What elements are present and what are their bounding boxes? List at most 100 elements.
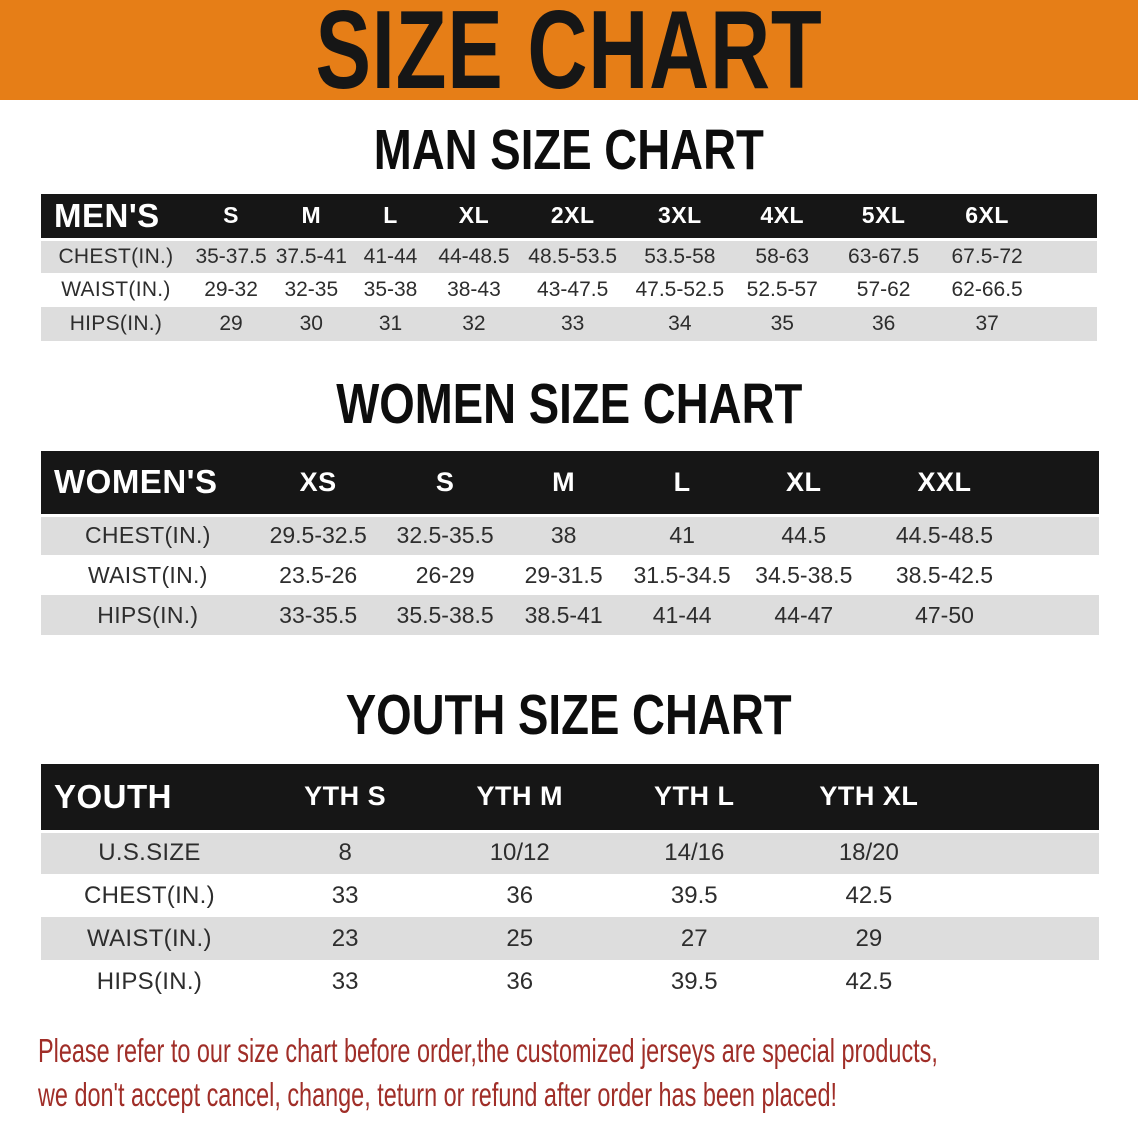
row-label-hips-in: HIPS(IN.) — [69, 312, 163, 335]
heading-women: WOMEN SIZE CHART — [0, 376, 1138, 433]
size-cell: 37 — [975, 312, 999, 335]
header-row-men: MEN'S S M L XL 2XL 3XL 4XL 5XL 6XL — [41, 194, 1097, 239]
column-header-l: L — [351, 194, 430, 239]
size-cell: 26-29 — [415, 561, 475, 588]
size-cell: 47.5-52.5 — [635, 278, 725, 301]
size-cell: 33 — [331, 881, 359, 909]
size-cell: 47-50 — [915, 601, 974, 628]
size-cell: 44-48.5 — [429, 237, 519, 273]
table-row-women-hips-in: HIPS(IN.) 33-35.5 35.5-38.5 38.5-41 41-44 44-… — [41, 595, 1099, 635]
filler-cell — [956, 917, 1099, 960]
size-chart-title: SIZE CHART — [315, 0, 823, 112]
youth-size-table: YOUTH YTH S YTH M YTH L YTH XL U.S.SIZE 8 10/12… — [41, 764, 1099, 1003]
size-cell: 62-66.5 — [951, 278, 1023, 301]
table-row-youth-u-s-size: U.S.SIZE 8 10/12 14/16 18/20 — [41, 829, 1099, 874]
column-header-2xl: 2XL — [518, 194, 628, 239]
table-row-women-waist-in: WAIST(IN.) 23.5-26 26-29 29-31.5 31.5-34.5 34… — [41, 555, 1099, 595]
size-cell: 14/16 — [607, 829, 782, 874]
size-cell: 33 — [560, 312, 585, 335]
table-row-women-chest-in: CHEST(IN.) 29.5-32.5 32.5-35.5 38 41 44.5 44.5… — [41, 513, 1099, 555]
women-table-header: WOMEN'S XS S M L XL XXL — [41, 451, 1099, 515]
heading-youth: YOUTH SIZE CHART — [0, 687, 1138, 744]
filler-cell — [956, 874, 1099, 917]
column-header-l: L — [618, 451, 746, 515]
header-row-women: WOMEN'S XS S M L XL XXL — [41, 451, 1099, 515]
column-header-xs: XS — [254, 451, 382, 515]
heading-text-men: MAN SIZE CHART — [373, 118, 765, 182]
size-cell: 32-35 — [284, 278, 339, 301]
women-size-table: WOMEN'S XS S M L XL XXL CHEST(IN.) 29.5-32.5 32.5… — [41, 451, 1099, 635]
column-header-m: M — [508, 451, 619, 515]
filler-cell — [956, 764, 1099, 831]
size-cell: 23 — [331, 924, 359, 952]
size-cell: 38-43 — [447, 278, 501, 301]
size-cell: 25 — [506, 924, 534, 952]
size-cell: 57-62 — [856, 278, 911, 301]
size-cell: 30 — [299, 312, 323, 335]
column-header-s: S — [190, 194, 272, 239]
order-notice: Please refer to our size chart before or… — [0, 1029, 1138, 1117]
size-cell: 67.5-72 — [935, 237, 1039, 273]
size-cell: 39.5 — [670, 967, 718, 995]
row-label-hips-in: HIPS(IN.) — [97, 601, 199, 628]
size-cell: 42.5 — [845, 881, 893, 909]
filler-cell — [1027, 451, 1099, 515]
filler-cell — [1039, 273, 1097, 307]
row-label-waist-in: WAIST(IN.) — [61, 278, 171, 301]
size-cell: 36 — [506, 881, 534, 909]
heading-men: MAN SIZE CHART — [0, 122, 1138, 179]
row-label-chest-in: CHEST(IN.) — [83, 881, 215, 909]
size-cell: 29 — [219, 312, 243, 335]
size-cell: 63-67.5 — [831, 237, 936, 273]
size-chart-sections: MAN SIZE CHART MEN'S S M L XL 2XL 3XL 4XL 5XL 6XL C… — [0, 122, 1138, 1003]
column-header-m: M — [271, 194, 352, 239]
size-cell: 37.5-41 — [271, 237, 352, 273]
size-cell: 44-47 — [774, 601, 834, 628]
table-row-youth-hips-in: HIPS(IN.) 33 36 39.5 42.5 — [41, 960, 1099, 1003]
size-cell: 35 — [770, 312, 794, 335]
table-row-youth-waist-in: WAIST(IN.) 23 25 27 29 — [41, 917, 1099, 960]
men-table-header: MEN'S S M L XL 2XL 3XL 4XL 5XL 6XL — [41, 194, 1097, 239]
column-header-xxl: XXL — [861, 451, 1028, 515]
column-header-yth-m: YTH M — [432, 764, 607, 831]
youth-table-header: YOUTH YTH S YTH M YTH L YTH XL — [41, 764, 1099, 831]
filler-cell — [1027, 513, 1099, 555]
column-header-yth-xl: YTH XL — [781, 764, 957, 831]
table-row-men-hips-in: HIPS(IN.) 29 30 31 32 33 34 35 36 37 — [41, 307, 1097, 341]
size-cell: 35-38 — [363, 278, 418, 301]
filler-cell — [956, 829, 1099, 874]
column-header-3xl: 3XL — [627, 194, 733, 239]
size-cell: 36 — [871, 312, 896, 335]
size-cell: 36 — [506, 967, 534, 995]
size-cell: 43-47.5 — [537, 278, 609, 301]
size-cell: 34 — [668, 312, 692, 335]
size-cell: 32 — [462, 312, 486, 335]
size-cell: 29-31.5 — [524, 561, 603, 588]
heading-text-youth: YOUTH SIZE CHART — [346, 683, 792, 747]
size-cell: 27 — [680, 924, 708, 952]
size-cell: 32.5-35.5 — [381, 513, 509, 555]
table-row-men-waist-in: WAIST(IN.) 29-32 32-35 35-38 38-43 43-47.5 47.… — [41, 273, 1097, 307]
men-size-table: MEN'S S M L XL 2XL 3XL 4XL 5XL 6XL CHEST(IN.) 35-37… — [41, 194, 1097, 341]
filler-cell — [1027, 595, 1099, 635]
size-cell: 29 — [855, 924, 883, 952]
size-cell: 33-35.5 — [279, 601, 358, 628]
filler-cell — [956, 960, 1099, 1003]
size-cell: 58-63 — [732, 237, 832, 273]
row-label-chest-in: CHEST(IN.) — [41, 237, 191, 273]
heading-text-women: WOMEN SIZE CHART — [335, 372, 803, 436]
notice-line-2: we don't accept cancel, change, teturn o… — [38, 1076, 838, 1113]
filler-cell — [1027, 555, 1099, 595]
size-cell: 31 — [378, 312, 403, 335]
column-header-yth-s: YTH S — [257, 764, 433, 831]
size-cell: 41-44 — [351, 237, 430, 273]
filler-cell — [1038, 194, 1097, 239]
row-label-waist-in: WAIST(IN.) — [88, 561, 208, 588]
table-row-men-chest-in: CHEST(IN.) 35-37.5 37.5-41 41-44 44-48.5 48.5… — [41, 237, 1097, 273]
filler-cell — [1039, 307, 1097, 341]
filler-cell — [1038, 237, 1097, 273]
size-cell: 38.5-41 — [524, 601, 603, 628]
size-cell: 38.5-42.5 — [895, 561, 994, 588]
column-header-xl: XL — [745, 451, 862, 515]
row-label-waist-in: WAIST(IN.) — [87, 924, 212, 952]
